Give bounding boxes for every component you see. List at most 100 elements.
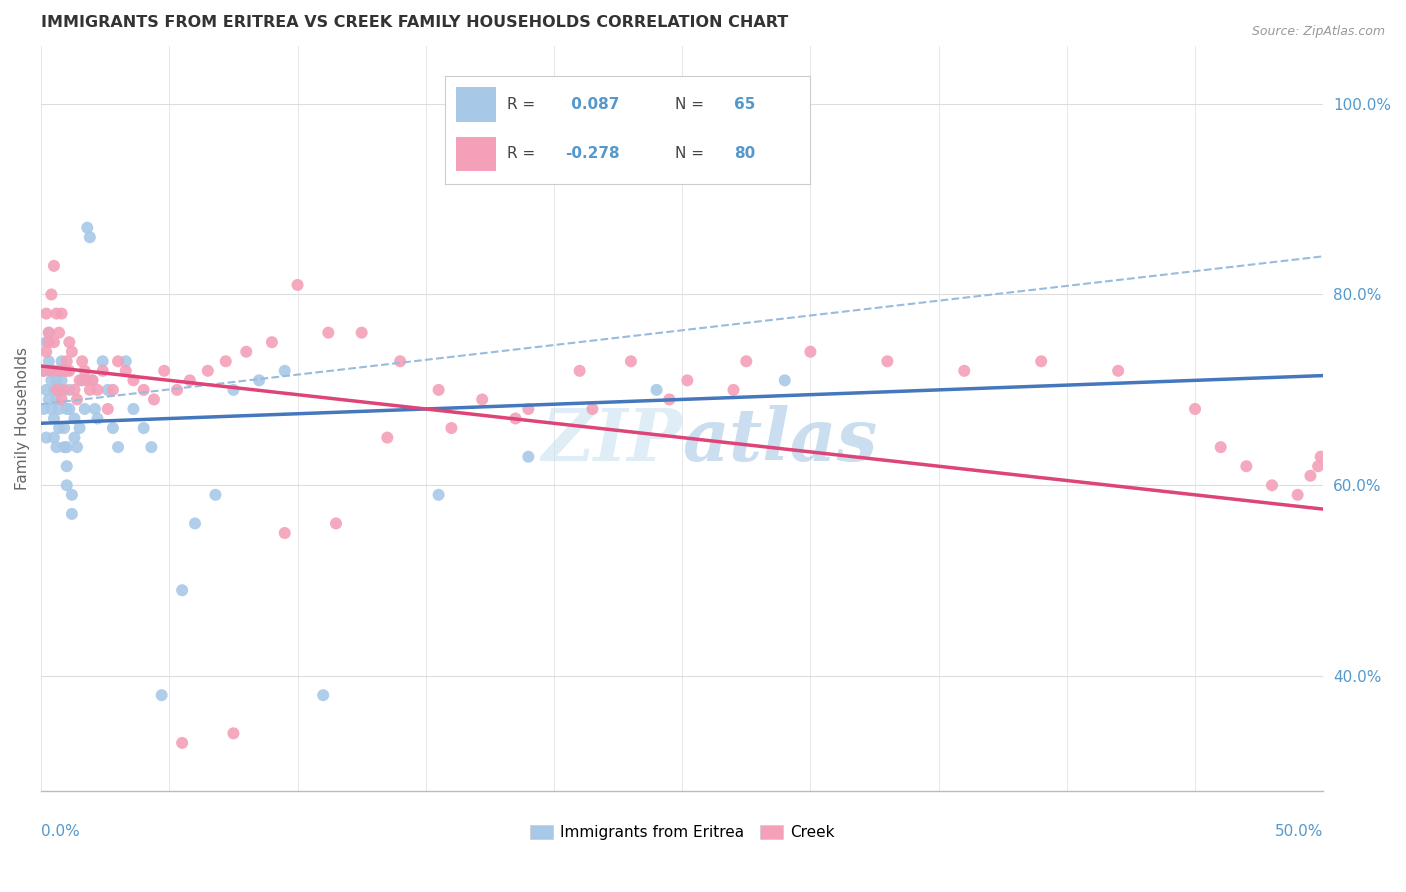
Point [197, 364, 219, 378]
Point [76, 220, 98, 235]
Point [73, 401, 96, 416]
Point [150, 688, 173, 702]
Point [60, 344, 83, 359]
Point [389, 354, 412, 368]
Point [35, 431, 58, 445]
Point [375, 431, 398, 445]
Point [184, 516, 207, 531]
Point [69, 373, 91, 387]
Point [60, 488, 83, 502]
Point [325, 516, 347, 531]
Point [79, 383, 101, 397]
Point [55, 354, 77, 368]
Point [735, 354, 758, 368]
Point [42, 364, 65, 378]
Point [1309, 450, 1331, 464]
Point [222, 383, 245, 397]
Point [153, 364, 176, 378]
Point [114, 354, 136, 368]
Point [35, 307, 58, 321]
Point [723, 383, 745, 397]
Point [658, 392, 681, 407]
Point [91, 354, 114, 368]
Point [318, 326, 340, 340]
Point [38, 354, 60, 368]
Legend: Immigrants from Eritrea, Creek: Immigrants from Eritrea, Creek [523, 819, 841, 847]
Point [48, 401, 70, 416]
Point [350, 326, 373, 340]
Point [91, 364, 114, 378]
Point [1209, 440, 1232, 454]
Point [142, 392, 165, 407]
Point [132, 421, 155, 435]
Point [42, 383, 65, 397]
Point [114, 364, 136, 378]
Point [63, 411, 86, 425]
Point [51, 392, 73, 407]
Point [471, 392, 494, 407]
Point [45, 307, 67, 321]
Point [222, 726, 245, 740]
Point [45, 373, 67, 387]
Point [141, 440, 163, 454]
Point [122, 373, 145, 387]
Point [107, 354, 129, 368]
Point [76, 373, 98, 387]
Point [172, 583, 194, 598]
Point [440, 421, 463, 435]
Point [58, 335, 80, 350]
Point [73, 364, 96, 378]
Point [66, 440, 89, 454]
Point [45, 392, 67, 407]
Point [876, 354, 898, 368]
Point [568, 364, 591, 378]
Point [48, 326, 70, 340]
Point [166, 383, 188, 397]
Point [41, 364, 63, 378]
Point [45, 383, 67, 397]
Point [41, 364, 63, 378]
Point [179, 373, 201, 387]
Point [60, 507, 83, 521]
Point [274, 526, 297, 541]
Point [427, 488, 450, 502]
Point [38, 326, 60, 340]
Text: atlas: atlas [682, 405, 877, 476]
Point [69, 421, 91, 435]
Point [51, 373, 73, 387]
Point [1299, 468, 1322, 483]
Point [86, 383, 108, 397]
Point [773, 373, 796, 387]
Point [35, 335, 58, 350]
Point [1107, 364, 1129, 378]
Point [41, 287, 63, 301]
Point [35, 344, 58, 359]
Point [58, 401, 80, 416]
Point [101, 383, 124, 397]
Point [66, 392, 89, 407]
Text: ZIP: ZIP [541, 405, 682, 476]
Point [676, 373, 699, 387]
Point [70, 373, 93, 387]
Point [82, 373, 104, 387]
Point [1286, 488, 1309, 502]
Point [38, 335, 60, 350]
Point [287, 277, 309, 292]
Point [48, 421, 70, 435]
Point [58, 383, 80, 397]
Point [53, 383, 76, 397]
Point [122, 401, 145, 416]
Point [51, 354, 73, 368]
Point [55, 440, 77, 454]
Point [58, 364, 80, 378]
Point [1234, 459, 1257, 474]
Point [53, 440, 76, 454]
Point [48, 364, 70, 378]
Point [517, 401, 540, 416]
Point [84, 401, 107, 416]
Point [35, 383, 58, 397]
Point [204, 488, 226, 502]
Point [274, 364, 297, 378]
Point [645, 383, 668, 397]
Point [1184, 401, 1206, 416]
